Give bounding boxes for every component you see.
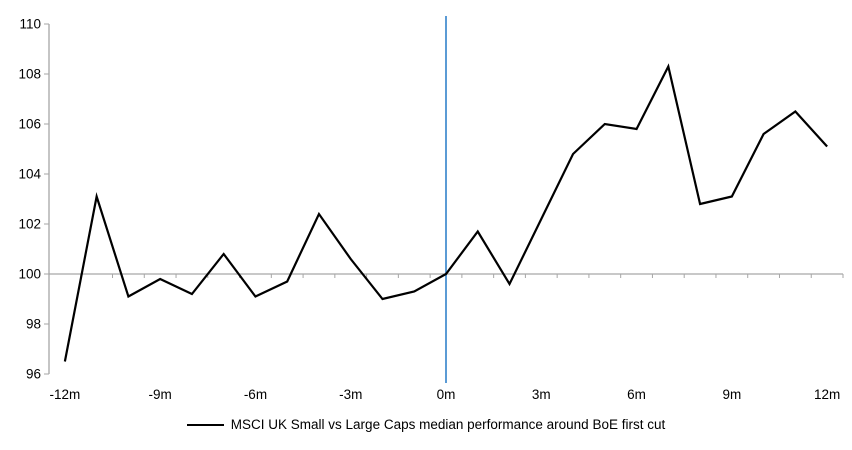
legend: MSCI UK Small vs Large Caps median perfo… <box>0 417 852 432</box>
y-axis-tick-label: 108 <box>18 67 41 82</box>
y-axis-tick-label: 104 <box>18 167 41 182</box>
y-axis-tick-label: 96 <box>26 367 41 382</box>
legend-line-sample <box>186 423 224 426</box>
y-axis-tick-label: 110 <box>19 17 41 32</box>
x-axis-tick-label: -9m <box>149 387 172 402</box>
series-line <box>63 63 828 362</box>
x-axis-tick-label: 6m <box>627 387 646 402</box>
y-axis-tick-label: 100 <box>18 267 41 282</box>
x-axis-tick-label: -3m <box>339 387 362 402</box>
x-axis-tick-label: -12m <box>49 387 80 402</box>
x-axis-tick-label: 3m <box>532 387 551 402</box>
y-axis-tick-label: 106 <box>18 117 41 132</box>
y-axis-tick-label: 102 <box>18 217 41 232</box>
y-axis-tick-label: 98 <box>26 317 41 332</box>
x-axis-tick-label: 0m <box>437 387 456 402</box>
legend-series-label: MSCI UK Small vs Large Caps median perfo… <box>230 417 666 432</box>
x-axis-tick-label: 9m <box>722 387 741 402</box>
x-axis-tick-label: 12m <box>814 387 840 402</box>
x-axis-tick-label: -6m <box>244 387 267 402</box>
